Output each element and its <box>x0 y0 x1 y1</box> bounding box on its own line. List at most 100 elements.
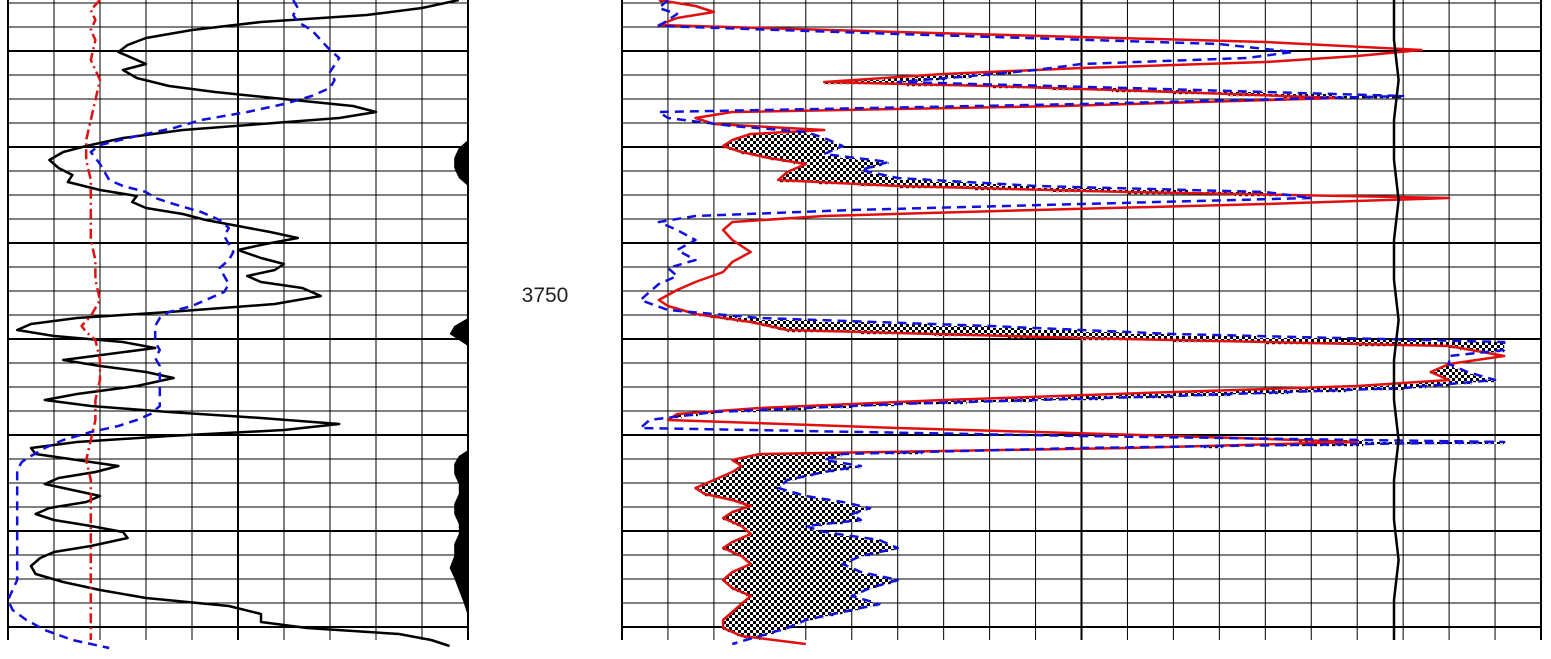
crossover-band <box>726 144 838 147</box>
crossover-band <box>713 496 806 499</box>
crossover-band <box>729 586 878 589</box>
crossover-band <box>1387 384 1450 387</box>
crossover-band <box>729 544 889 547</box>
crossover-band <box>723 628 788 631</box>
crossover-band <box>1435 370 1463 373</box>
right-track-blue-dashed-curve <box>639 0 1506 646</box>
crossover-band <box>743 558 857 561</box>
crossover-band <box>704 494 799 497</box>
crossover-band <box>723 498 819 501</box>
crossover-band <box>744 504 852 507</box>
crossover-band <box>741 592 861 595</box>
crossover-band <box>741 152 829 155</box>
crossover-band <box>1001 398 1105 401</box>
crossover-band <box>744 136 819 139</box>
crossover-band <box>1439 376 1482 379</box>
crossover-band <box>736 570 857 573</box>
crossover-band <box>746 560 852 563</box>
crossover-band <box>741 568 852 571</box>
crossover-band <box>718 478 797 481</box>
crossover-band <box>746 600 866 603</box>
crossover-band <box>1439 368 1459 371</box>
crossover-band <box>727 576 880 579</box>
crossover-band <box>725 578 889 581</box>
crossover-band <box>732 512 858 515</box>
crossover-band <box>727 584 884 587</box>
crossover-band <box>709 482 786 485</box>
crossover-band <box>750 134 812 137</box>
crossover-band <box>741 458 831 461</box>
crossover-band <box>732 522 843 525</box>
crossover-band <box>787 132 806 135</box>
crossover-band <box>734 610 852 613</box>
crossover-band <box>723 318 760 321</box>
crossover-band <box>695 488 779 491</box>
crossover-band <box>723 146 843 149</box>
crossover-band <box>759 454 843 457</box>
crossover-band <box>723 518 858 521</box>
crossover-band <box>748 562 848 565</box>
crossover-band <box>748 532 825 535</box>
crossover-band <box>801 166 875 169</box>
crossover-band <box>785 174 880 177</box>
crossover-band <box>736 634 767 637</box>
crossover-band <box>744 508 871 511</box>
crossover-band <box>729 148 838 151</box>
crossover-band <box>746 566 848 569</box>
crossover-band <box>1444 366 1454 369</box>
crossover-band <box>738 510 865 513</box>
crossover-band <box>780 178 898 181</box>
crossover-band <box>735 462 837 465</box>
crossover-band <box>748 598 859 601</box>
crossover-band <box>759 156 841 159</box>
crossover-band <box>723 580 898 583</box>
left-track-dashed-curve <box>6 0 341 650</box>
crossover-band <box>726 546 894 549</box>
crossover-band <box>750 322 875 325</box>
crossover-band <box>750 534 838 537</box>
crossover-band <box>725 618 815 621</box>
crossover-band <box>750 456 837 459</box>
crossover-band <box>781 160 873 163</box>
crossover-band <box>736 524 825 527</box>
crossover-band <box>818 182 967 185</box>
crossover-band <box>732 588 871 591</box>
crossover-band <box>1058 396 1174 399</box>
crossover-band <box>778 180 933 183</box>
crossover-band <box>1173 340 1422 343</box>
crossover-band <box>739 606 871 609</box>
crossover-band <box>805 164 882 167</box>
crossover-band <box>713 480 788 483</box>
crossover-band <box>1418 382 1473 385</box>
crossover-band <box>735 470 837 473</box>
crossover-band <box>729 514 852 517</box>
crossover-band <box>723 548 898 551</box>
crossover-band <box>732 500 831 503</box>
crossover-band <box>738 468 849 471</box>
crossover-band <box>1081 338 1339 341</box>
crossover-band <box>729 614 834 617</box>
crossover-band <box>1204 446 1223 449</box>
crossover-band <box>732 140 829 143</box>
left-track-black-fill-curve <box>449 140 468 616</box>
crossover-band <box>704 412 714 415</box>
crossover-band <box>704 484 783 487</box>
crossover-band <box>1430 372 1468 375</box>
crossover-band <box>725 582 891 585</box>
crossover-band <box>732 552 880 555</box>
crossover-band <box>750 564 843 567</box>
crossover-band <box>793 162 889 165</box>
crossover-band <box>727 630 781 633</box>
crossover-band <box>750 596 852 599</box>
crossover-band <box>698 490 786 493</box>
crossover-band <box>746 530 819 533</box>
crossover-band <box>782 176 889 179</box>
crossover-band <box>723 622 802 625</box>
crossover-band <box>1444 378 1489 381</box>
crossover-band <box>727 616 825 619</box>
crossover-band <box>1007 336 1257 339</box>
crossover-band <box>727 474 815 477</box>
crossover-band <box>805 406 852 409</box>
crossover-band <box>787 172 871 175</box>
